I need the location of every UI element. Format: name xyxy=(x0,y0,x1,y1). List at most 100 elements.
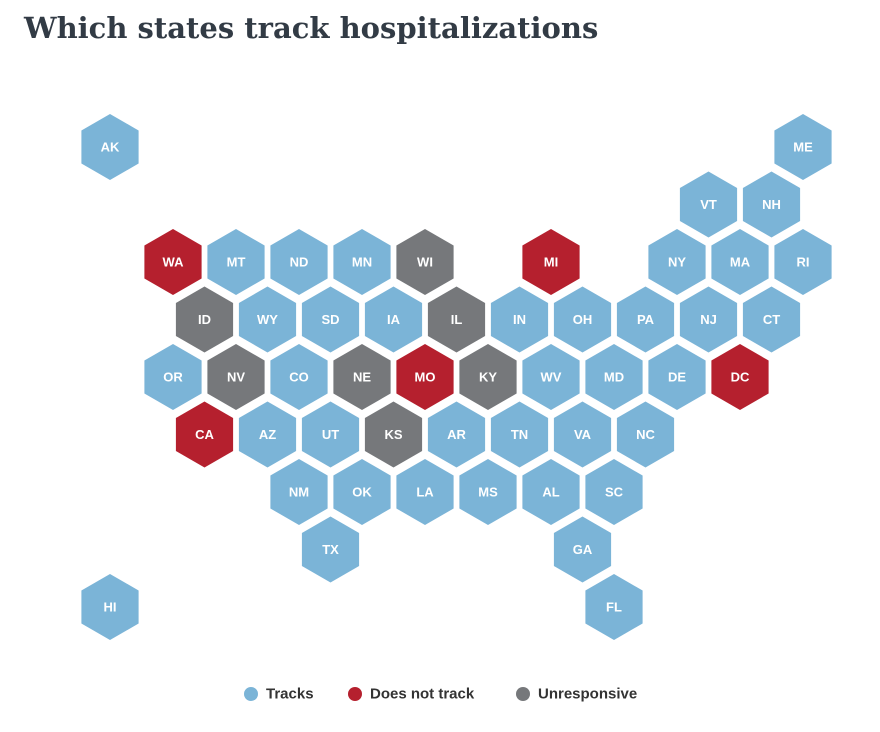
legend-label: Does not track xyxy=(370,686,475,703)
state-hex xyxy=(81,574,139,640)
state-hex xyxy=(144,229,202,295)
state-hex xyxy=(81,114,139,180)
state-hex xyxy=(711,229,769,295)
state-label: AK xyxy=(101,140,120,155)
state-hex xyxy=(207,344,265,410)
state-label: PA xyxy=(637,312,655,327)
state-label: SC xyxy=(605,485,624,500)
state-hex xyxy=(648,344,706,410)
state-hex xyxy=(175,401,234,468)
state-hex xyxy=(679,286,738,353)
state-label: UT xyxy=(322,427,339,442)
state-label: MA xyxy=(730,255,751,270)
state-label: NH xyxy=(762,197,781,212)
state-hex xyxy=(553,401,612,468)
state-hex xyxy=(585,459,643,525)
state-label: NV xyxy=(227,370,245,385)
state-label: AZ xyxy=(259,427,276,442)
state-hex xyxy=(490,401,549,468)
state-label: AL xyxy=(542,485,559,500)
state-hex xyxy=(238,286,297,353)
state-hex xyxy=(616,401,675,468)
state-label: WV xyxy=(541,370,562,385)
state-label: LA xyxy=(416,485,434,500)
state-hex xyxy=(648,229,706,295)
state-label: ND xyxy=(290,255,309,270)
state-hex xyxy=(711,344,769,410)
legend-swatch xyxy=(348,687,362,701)
state-label: AR xyxy=(447,427,466,442)
state-label: VT xyxy=(700,197,717,212)
state-label: MN xyxy=(352,255,372,270)
state-hex xyxy=(490,286,549,353)
state-hex xyxy=(270,459,328,525)
state-hex xyxy=(585,574,643,640)
state-label: TN xyxy=(511,427,528,442)
state-label: NY xyxy=(668,255,686,270)
state-label: CA xyxy=(195,427,214,442)
legend-label: Tracks xyxy=(266,686,314,703)
state-hex xyxy=(427,286,486,353)
state-label: HI xyxy=(104,600,117,615)
state-hex xyxy=(774,114,832,180)
state-label: MS xyxy=(478,485,498,500)
state-hex xyxy=(270,344,328,410)
state-label: FL xyxy=(606,600,622,615)
state-hex xyxy=(396,229,454,295)
state-hex xyxy=(333,459,391,525)
state-hex xyxy=(364,401,423,468)
state-label: DC xyxy=(731,370,750,385)
state-hex xyxy=(522,344,580,410)
state-hex xyxy=(553,286,612,353)
state-hex xyxy=(364,286,423,353)
state-label: NC xyxy=(636,427,655,442)
state-label: OK xyxy=(352,485,372,500)
state-hex xyxy=(333,229,391,295)
state-label: WY xyxy=(257,312,278,327)
state-label: ME xyxy=(793,140,813,155)
state-label: VA xyxy=(574,427,592,442)
state-hex xyxy=(742,286,801,353)
state-hex xyxy=(396,459,454,525)
state-label: TX xyxy=(322,542,339,557)
state-label: RI xyxy=(797,255,810,270)
state-hex xyxy=(459,459,517,525)
state-hex xyxy=(522,459,580,525)
state-label: KY xyxy=(479,370,497,385)
state-hex xyxy=(301,401,360,468)
state-hex xyxy=(553,516,612,583)
state-label: IL xyxy=(451,312,463,327)
state-label: ID xyxy=(198,312,211,327)
state-label: MI xyxy=(544,255,558,270)
state-label: CO xyxy=(289,370,309,385)
state-label: SD xyxy=(321,312,339,327)
state-hex xyxy=(270,229,328,295)
state-hex xyxy=(742,171,801,238)
state-hex xyxy=(333,344,391,410)
state-hex xyxy=(427,401,486,468)
state-hex xyxy=(396,344,454,410)
state-hex xyxy=(301,286,360,353)
state-label: NJ xyxy=(700,312,717,327)
state-hex xyxy=(175,286,234,353)
state-label: DE xyxy=(668,370,686,385)
state-label: IN xyxy=(513,312,526,327)
state-label: MT xyxy=(227,255,246,270)
state-hex xyxy=(207,229,265,295)
legend-swatch xyxy=(244,687,258,701)
state-label: CT xyxy=(763,312,780,327)
state-hex xyxy=(238,401,297,468)
state-label: IA xyxy=(387,312,401,327)
state-hex xyxy=(459,344,517,410)
state-label: OR xyxy=(163,370,183,385)
legend-swatch xyxy=(516,687,530,701)
state-label: WA xyxy=(163,255,185,270)
state-label: GA xyxy=(573,542,593,557)
state-hex xyxy=(616,286,675,353)
state-label: WI xyxy=(417,255,433,270)
state-label: MD xyxy=(604,370,624,385)
state-hex xyxy=(585,344,643,410)
legend-label: Unresponsive xyxy=(538,686,637,703)
state-label: MO xyxy=(415,370,436,385)
